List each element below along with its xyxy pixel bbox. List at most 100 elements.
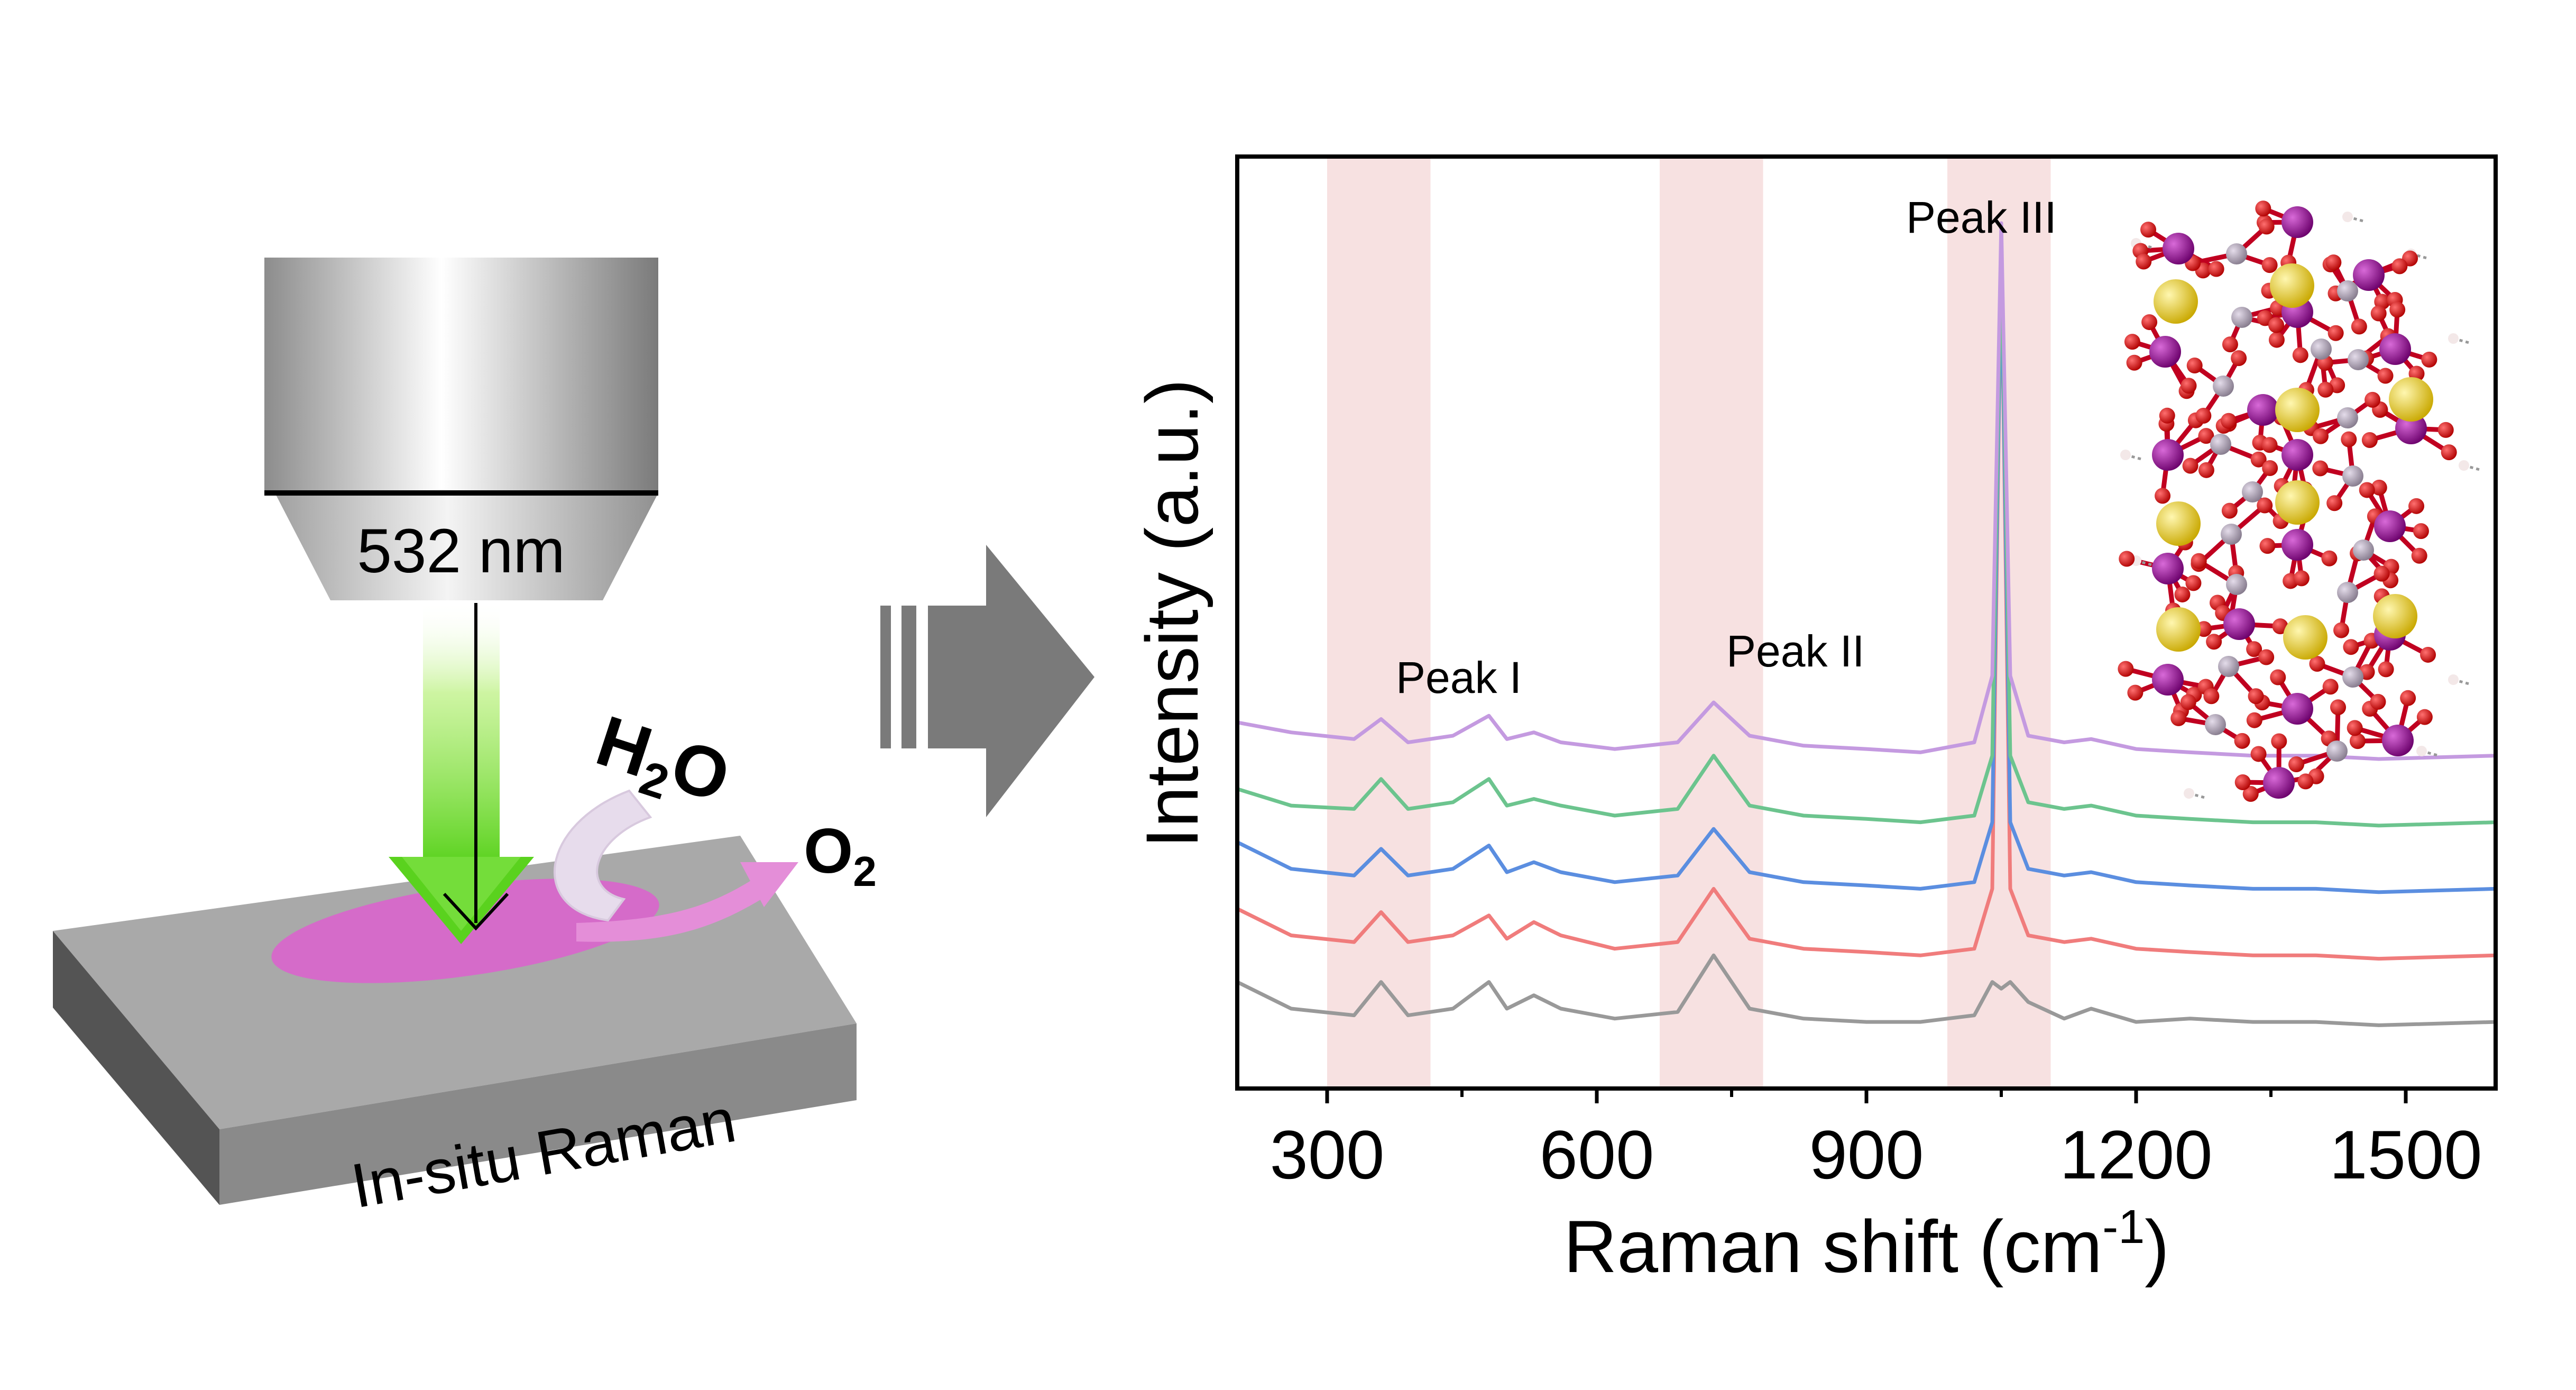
crystal-atom — [2141, 314, 2158, 331]
crystal-atom — [2185, 575, 2202, 591]
crystal-atom — [2292, 347, 2308, 363]
x-axis-label-tail: ) — [2145, 1205, 2169, 1288]
crystal-atom — [2283, 615, 2327, 660]
crystal-atom — [2170, 710, 2187, 726]
crystal-atom — [2268, 332, 2285, 348]
crystal-atom — [2271, 733, 2287, 749]
crystal-atom — [2359, 482, 2375, 498]
water-label-tail: O — [661, 725, 739, 818]
crystal-atom — [2213, 376, 2234, 397]
crystal-atom — [2411, 547, 2427, 564]
crystal-atom — [2127, 684, 2143, 701]
crystal-atom — [2226, 243, 2247, 264]
crystal-atom — [2378, 661, 2394, 678]
crystal-atom — [2255, 200, 2271, 217]
crystal-atom — [2140, 222, 2157, 238]
crystal-atom — [2205, 714, 2226, 735]
crystal-atom — [2234, 774, 2251, 791]
crystal-atom — [2391, 258, 2408, 275]
objective-lens-icon — [264, 258, 658, 600]
crystal-atom — [2261, 437, 2278, 453]
crystal-atom — [2184, 788, 2194, 799]
crystal-atom — [2448, 674, 2459, 685]
crystal-atom — [2327, 325, 2344, 341]
crystal-atom — [2389, 301, 2406, 318]
crystal-atom — [2203, 688, 2220, 705]
crystal-atom — [2389, 377, 2433, 422]
oxygen-label-main: O — [804, 816, 853, 886]
crystal-atom — [2156, 607, 2201, 652]
crystal-atom — [2198, 462, 2214, 478]
crystal-atom — [2317, 381, 2334, 398]
crystal-atom — [2270, 669, 2286, 685]
crystal-atom — [2118, 661, 2134, 677]
crystal-atom — [2182, 458, 2198, 474]
crystal-atom — [2159, 407, 2175, 424]
peak-label-1: Peak I — [1396, 653, 1522, 702]
crystal-atom — [2198, 428, 2214, 444]
crystal-atom — [2312, 460, 2329, 477]
crystal-atom — [2257, 497, 2273, 514]
crystal-atom — [2152, 664, 2184, 696]
x-axis-label-sup: -1 — [2102, 1201, 2145, 1254]
crystal-atom — [2181, 378, 2197, 394]
crystal-atom — [2337, 582, 2358, 603]
crystal-atom — [2326, 495, 2343, 511]
crystal-atom — [2416, 746, 2427, 756]
crystal-atom — [2342, 465, 2363, 487]
crystal-atom — [2206, 634, 2222, 650]
x-tick-label-1500: 1500 — [2329, 1116, 2482, 1193]
crystal-atom — [2330, 699, 2347, 716]
crystal-atom — [2353, 539, 2374, 561]
crystal-atom — [2333, 622, 2350, 638]
crystal-atom — [2154, 279, 2198, 324]
crystal-atom — [2186, 357, 2203, 373]
crystal-atom — [2247, 394, 2279, 426]
crystal-atom — [2152, 553, 2184, 584]
crystal-atom — [2416, 709, 2433, 725]
crystal-atom — [2234, 733, 2250, 749]
crystal-atom — [2195, 408, 2212, 424]
crystal-atom — [2242, 481, 2263, 502]
crystal-structure-icon — [2118, 200, 2480, 802]
crystal-atom — [2223, 608, 2255, 640]
crystal-atom — [2421, 351, 2437, 368]
crystal-atom — [2120, 450, 2131, 460]
crystal-atom — [2268, 317, 2285, 333]
crystal-atom — [2210, 434, 2231, 455]
crystal-atom — [2351, 318, 2367, 335]
crystal-atom — [2246, 712, 2262, 728]
crystal-atom — [2342, 212, 2353, 222]
spectra-series — [1237, 221, 2496, 1027]
crystal-atom — [2437, 422, 2454, 438]
crystal-atom — [2413, 523, 2429, 539]
oxygen-label: O2 — [804, 816, 877, 895]
crystal-atom — [2263, 767, 2295, 799]
crystal-atom — [2311, 339, 2332, 360]
x-axis-label-main: Raman shift (cm — [1563, 1205, 2102, 1288]
x-tick-label-600: 600 — [1540, 1116, 1654, 1193]
crystal-atom — [2231, 350, 2247, 367]
crystal-atom — [2325, 254, 2342, 271]
crystal-atoms — [2118, 200, 2469, 802]
laser-beam-icon — [389, 600, 534, 944]
crystal-atom — [2400, 690, 2416, 706]
crystal-atom — [2441, 444, 2457, 461]
crystal-atom — [2258, 218, 2275, 235]
crystal-atom — [2262, 460, 2278, 477]
crystal-atom — [2370, 693, 2386, 710]
spectrum-line-5 — [1237, 221, 2496, 761]
crystal-atom — [2261, 257, 2278, 273]
crystal-atom — [2321, 550, 2338, 566]
crystal-atom — [2221, 502, 2238, 519]
crystal-atom — [2163, 233, 2194, 264]
crystal-atom — [2124, 334, 2140, 350]
crystal-atom — [2373, 565, 2390, 582]
crystal-atom — [2348, 349, 2369, 370]
spectrum-line-3 — [1237, 254, 2496, 894]
crystal-atom — [2281, 439, 2313, 471]
crystal-atom — [2222, 336, 2238, 353]
crystal-atom — [2326, 740, 2348, 762]
spectrum-line-2 — [1237, 248, 2496, 961]
